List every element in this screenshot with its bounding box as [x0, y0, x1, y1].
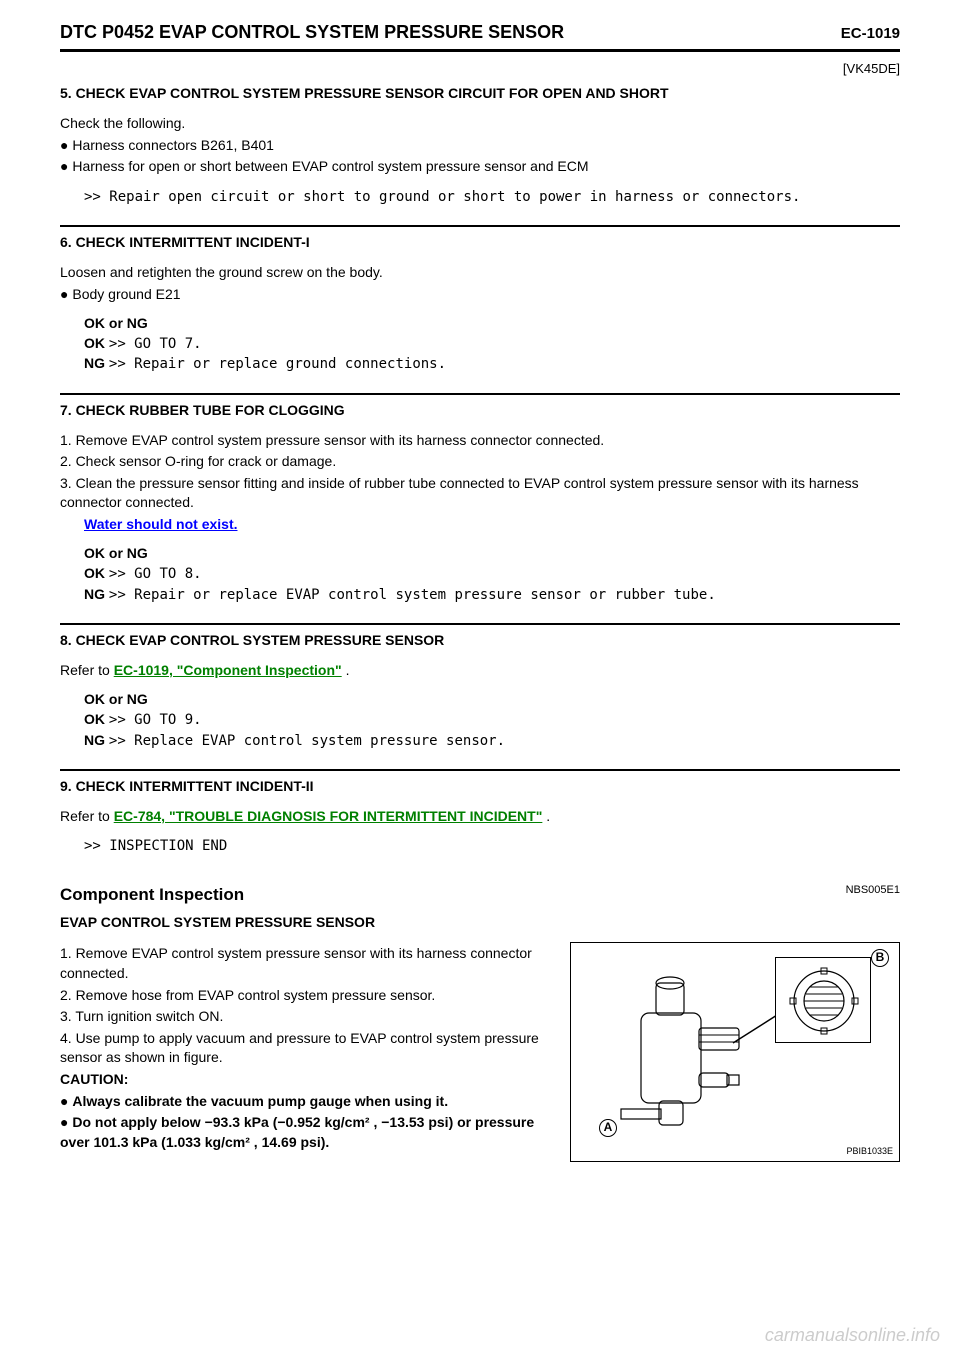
- link-component-inspection[interactable]: EC-1019, "Component Inspection": [114, 662, 342, 678]
- step5-result: >> Repair open circuit or short to groun…: [84, 187, 900, 208]
- step5-line: Check the following.: [60, 114, 900, 134]
- step6-result: OK or NG OK >> GO TO 7. NG >> Repair or …: [84, 314, 900, 375]
- component-body: 1. Remove EVAP control system pressure s…: [60, 942, 900, 1162]
- step9-title: 9. CHECK INTERMITTENT INCIDENT-II: [60, 777, 900, 797]
- divider: [60, 623, 900, 625]
- caution-label: CAUTION:: [60, 1070, 554, 1090]
- step6-title: 6. CHECK INTERMITTENT INCIDENT-I: [60, 233, 900, 253]
- comp-caution: ● Always calibrate the vacuum pump gauge…: [60, 1092, 554, 1112]
- comp-line: 3. Turn ignition switch ON.: [60, 1007, 554, 1027]
- component-heading: Component Inspection NBS005E1: [60, 883, 900, 907]
- step6-line: Loosen and retighten the ground screw on…: [60, 263, 900, 283]
- step9-refer: Refer to EC-784, "TROUBLE DIAGNOSIS FOR …: [60, 807, 900, 827]
- watermark: carmanualsonline.info: [765, 1323, 940, 1348]
- header-rule: [60, 49, 900, 52]
- comp-line: 1. Remove EVAP control system pressure s…: [60, 944, 554, 983]
- header-sub: [VK45DE]: [60, 60, 900, 78]
- step5-line: ● Harness connectors B261, B401: [60, 136, 900, 156]
- sensor-inset: [775, 957, 871, 1043]
- comp-line: 2. Remove hose from EVAP control system …: [60, 986, 554, 1006]
- component-sub: EVAP CONTROL SYSTEM PRESSURE SENSOR: [60, 913, 900, 933]
- divider: [60, 769, 900, 771]
- step5-line: ● Harness for open or short between EVAP…: [60, 157, 900, 177]
- comp-line: 4. Use pump to apply vacuum and pressure…: [60, 1029, 554, 1068]
- page-header: DTC P0452 EVAP CONTROL SYSTEM PRESSURE S…: [60, 20, 900, 45]
- step5-title: 5. CHECK EVAP CONTROL SYSTEM PRESSURE SE…: [60, 84, 900, 104]
- sensor-figure: B A PBIB1033E: [570, 942, 900, 1162]
- link-trouble-diagnosis[interactable]: EC-784, "TROUBLE DIAGNOSIS FOR INTERMITT…: [114, 808, 543, 824]
- step7-line: 1. Remove EVAP control system pressure s…: [60, 431, 900, 451]
- divider: [60, 393, 900, 395]
- figure-code: PBIB1033E: [846, 1145, 893, 1158]
- step9-result: >> INSPECTION END: [84, 836, 900, 857]
- comp-caution: ● Do not apply below −93.3 kPa (−0.952 k…: [60, 1113, 554, 1152]
- inset-svg: [776, 958, 872, 1044]
- step8-title: 8. CHECK EVAP CONTROL SYSTEM PRESSURE SE…: [60, 631, 900, 651]
- step8-refer: Refer to EC-1019, "Component Inspection"…: [60, 661, 900, 681]
- step7-blue: Water should not exist.: [60, 515, 900, 535]
- step7-result: OK or NG OK >> GO TO 8. NG >> Repair or …: [84, 544, 900, 605]
- component-text: 1. Remove EVAP control system pressure s…: [60, 942, 554, 1162]
- step6-line: ● Body ground E21: [60, 285, 900, 305]
- divider: [60, 225, 900, 227]
- step7-line: 2. Check sensor O-ring for crack or dama…: [60, 452, 900, 472]
- step8-result: OK or NG OK >> GO TO 9. NG >> Replace EV…: [84, 690, 900, 751]
- step7-title: 7. CHECK RUBBER TUBE FOR CLOGGING: [60, 401, 900, 421]
- header-title: DTC P0452 EVAP CONTROL SYSTEM PRESSURE S…: [60, 20, 564, 45]
- component-code: NBS005E1: [846, 883, 900, 898]
- step7-line: 3. Clean the pressure sensor fitting and…: [60, 474, 900, 513]
- page-number: EC-1019: [841, 25, 900, 42]
